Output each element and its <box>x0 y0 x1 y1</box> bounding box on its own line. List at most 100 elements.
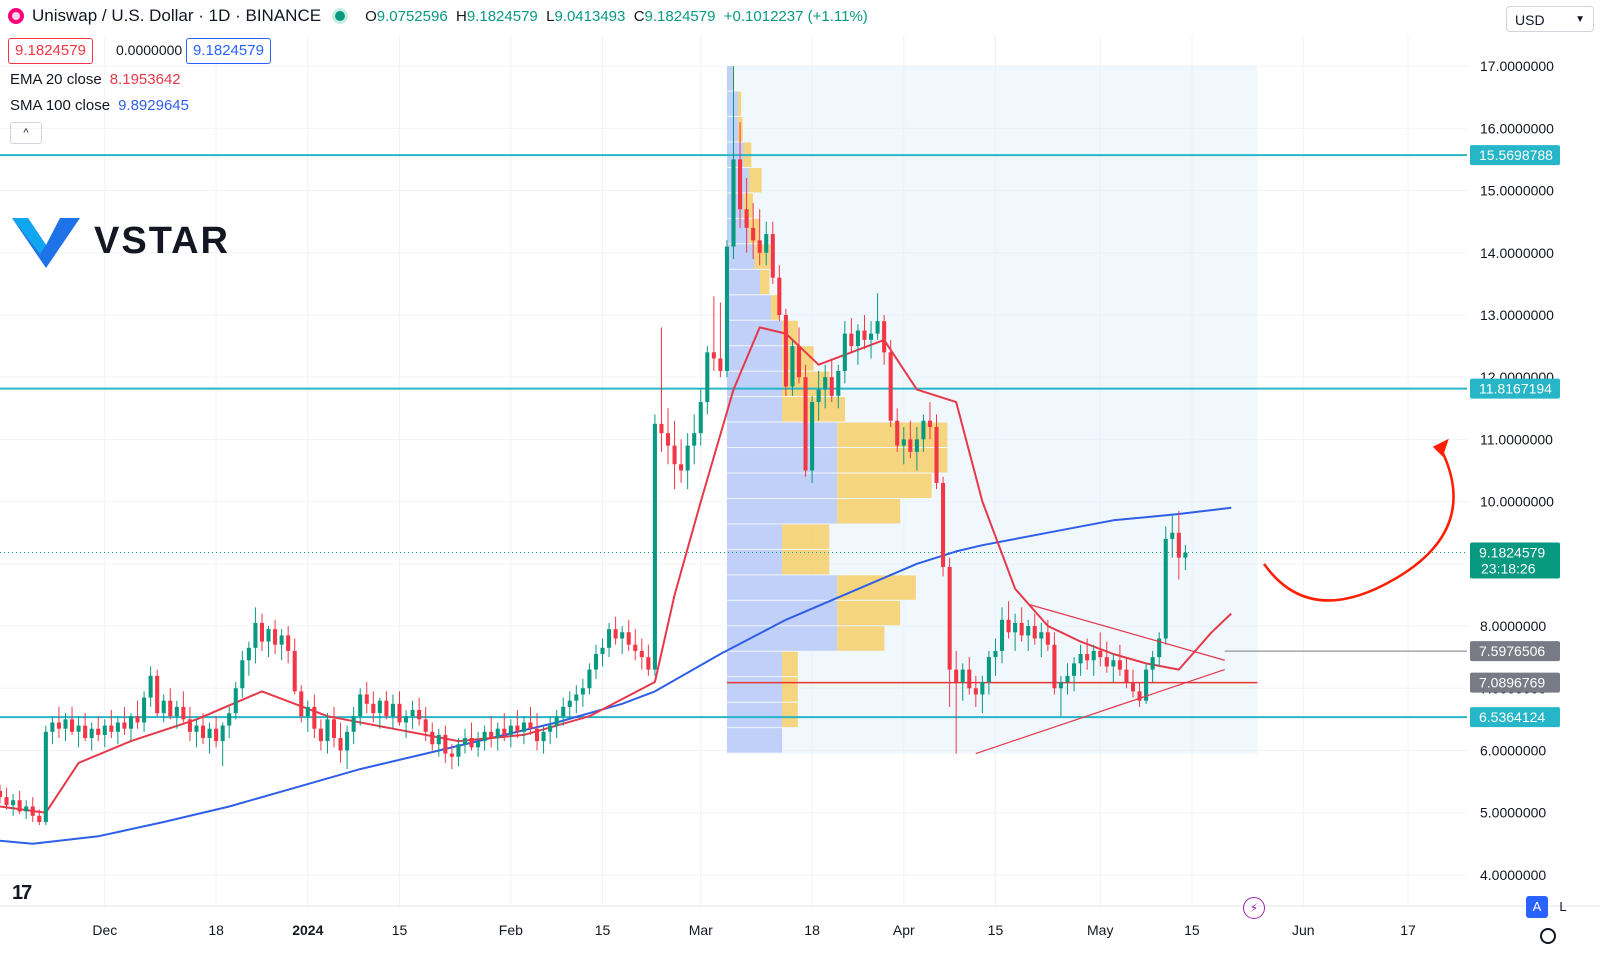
candle-body <box>567 700 572 707</box>
candle-body <box>1026 626 1031 636</box>
candle-body <box>534 728 540 742</box>
candle-body <box>168 700 173 717</box>
candle-body <box>37 815 42 823</box>
candle-body <box>855 330 860 347</box>
candle-body <box>633 644 638 651</box>
candle-body <box>246 647 251 661</box>
volume-profile-bar-down <box>782 677 798 702</box>
time-axis-tick: 15 <box>988 922 1004 938</box>
candle-body <box>279 635 284 645</box>
candle-body <box>941 482 946 567</box>
candle-body <box>1170 532 1175 539</box>
volume-profile-bar-up <box>726 66 733 91</box>
candle-body <box>305 706 310 717</box>
candle-body <box>1111 660 1116 667</box>
price-axis-tick: 15.0000000 <box>1480 183 1554 199</box>
candle-body <box>502 728 507 735</box>
candle-body <box>338 738 343 751</box>
flash-icon[interactable]: ⚡ <box>1243 897 1265 919</box>
candle-body <box>731 159 736 247</box>
candle-body <box>476 741 481 748</box>
level-label-box <box>1470 378 1560 399</box>
candle-body <box>626 632 631 645</box>
candle-body <box>1085 654 1090 661</box>
tradingview-logo[interactable]: 17 <box>12 882 32 904</box>
candle-body <box>587 669 592 689</box>
candle-body <box>253 622 258 648</box>
candle-body <box>174 706 179 717</box>
candle-body <box>757 240 762 253</box>
gear-icon[interactable] <box>1540 928 1556 944</box>
volume-profile-bar-down <box>837 448 948 473</box>
candle-body <box>836 370 841 396</box>
candle-body <box>115 722 120 732</box>
price-axis-tick: 13.0000000 <box>1480 307 1554 323</box>
time-axis-tick: 18 <box>804 922 820 938</box>
price-axis-tick: 10.0000000 <box>1480 494 1554 510</box>
auto-scale-button[interactable]: A <box>1526 896 1548 918</box>
candle-body <box>908 439 913 452</box>
candle-body <box>659 423 664 434</box>
price-axis-tick: 16.0000000 <box>1480 120 1554 136</box>
candle-body <box>528 722 533 729</box>
candle-body <box>43 731 48 823</box>
candle-body <box>901 439 906 446</box>
candle-body <box>24 806 29 812</box>
candle-body <box>580 688 585 695</box>
price-axis-tick: 4.0000000 <box>1480 867 1546 883</box>
candle-body <box>980 682 985 695</box>
volume-profile-bar-up <box>726 397 783 422</box>
candle-body <box>1072 663 1077 676</box>
candle-body <box>646 657 651 670</box>
sell-price-box[interactable]: 9.1824579 <box>8 38 93 64</box>
ema-legend[interactable]: EMA 20 close 8.1953642 <box>10 71 181 88</box>
log-scale-button[interactable]: L <box>1559 899 1567 914</box>
vstar-logo-accent-icon <box>12 218 46 254</box>
candle-body <box>1019 622 1024 636</box>
sma-legend[interactable]: SMA 100 close 9.8929645 <box>10 97 189 114</box>
symbol-title[interactable]: Uniswap / U.S. Dollar · 1D · BINANCE <box>32 6 322 25</box>
candle-body <box>1157 638 1162 658</box>
candle-body <box>194 725 199 732</box>
candle-body <box>875 321 880 334</box>
candle-body <box>233 688 238 714</box>
volume-profile-bar-down <box>748 167 762 193</box>
candle-body <box>823 377 828 390</box>
candle-body <box>849 333 854 347</box>
price-axis-tick: 6.0000000 <box>1480 742 1546 758</box>
countdown-label: 23:18:26 <box>1481 560 1536 576</box>
candle-body <box>986 657 991 683</box>
candle-body <box>469 738 474 748</box>
candle-body <box>665 433 671 446</box>
candle-body <box>1091 650 1096 661</box>
candle-body <box>30 806 35 816</box>
volume-profile-bar-up <box>726 575 838 600</box>
last-price-label-box <box>1470 542 1560 579</box>
volume-profile-bar-up <box>726 549 783 575</box>
buy-price-box[interactable]: 9.1824579 <box>186 38 271 64</box>
candle-body <box>744 209 749 228</box>
candle-body <box>973 688 978 695</box>
candle-body <box>718 358 723 371</box>
candle-body <box>639 650 644 658</box>
price-axis-tick: 8.0000000 <box>1480 618 1546 634</box>
candle-body <box>1137 691 1142 701</box>
candle-body <box>384 700 389 717</box>
sma-100-line <box>0 506 1232 845</box>
candle-body <box>1150 657 1155 670</box>
chevron-down-icon: ▼ <box>1575 14 1585 25</box>
candle-body <box>109 725 114 732</box>
candle-body <box>11 800 16 806</box>
candle-body <box>312 706 317 729</box>
collapse-legend-button[interactable]: ^ <box>10 122 42 144</box>
candle-body <box>1124 669 1129 683</box>
candle-body <box>423 719 428 732</box>
candle-body <box>764 234 769 253</box>
currency-select[interactable]: USD ▼ <box>1506 6 1594 32</box>
level-label: 11.8167194 <box>1479 381 1552 397</box>
volume-profile-bar-up <box>726 448 838 473</box>
volume-profile-bar-down <box>782 524 830 549</box>
candle-body <box>751 227 756 241</box>
candle-body <box>102 725 107 735</box>
